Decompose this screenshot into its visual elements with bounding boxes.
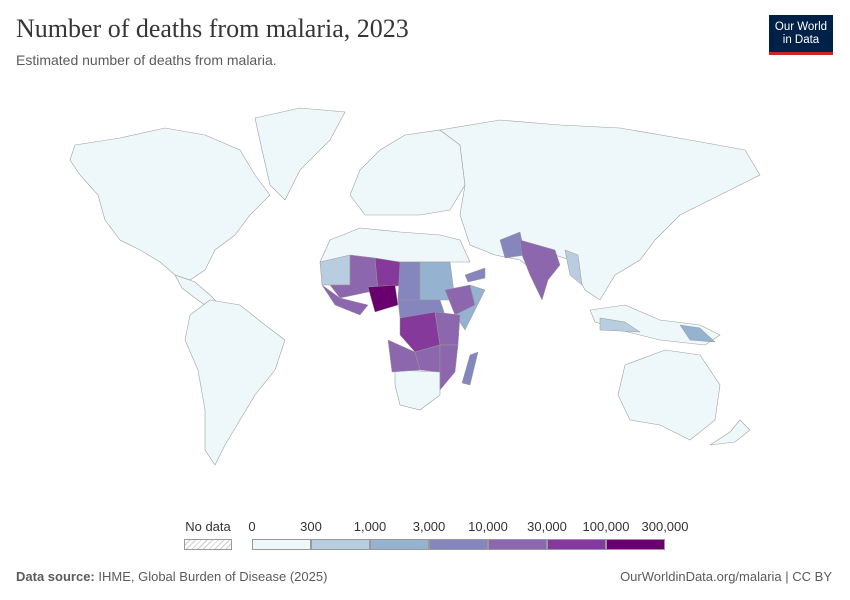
source-url[interactable]: OurWorldinData.org/malaria | CC BY (620, 569, 832, 584)
legend-swatch[interactable] (311, 539, 370, 550)
region-north-america (69, 127, 271, 281)
legend-no-data-swatch (184, 539, 232, 550)
region-west-africa-coast (321, 284, 369, 316)
region-new-zealand (709, 419, 751, 446)
world-map (69, 107, 761, 466)
region-madagascar (461, 351, 479, 386)
region-europe (349, 129, 466, 216)
region-drc (399, 311, 441, 353)
legend-tick-label: 0 (248, 519, 256, 534)
legend-tick-label: 300 (300, 519, 322, 534)
region-niger (374, 257, 403, 291)
legend-tick-label: 100,000 (582, 519, 630, 534)
legend-tick-label: 3,000 (412, 519, 446, 534)
subtitle: Estimated number of deaths from malaria. (16, 52, 277, 68)
legend-swatch[interactable] (606, 539, 665, 550)
source-label: Data source: (16, 569, 95, 584)
owid-logo[interactable]: Our World in Data (769, 15, 833, 55)
data-source: Data source: IHME, Global Burden of Dise… (16, 569, 327, 584)
logo-line1: Our World (774, 20, 828, 33)
region-somalia (454, 284, 486, 331)
region-south-america (184, 299, 286, 466)
legend: No data 0 300 1,000 3,000 10,000 30,000 100,00… (0, 515, 850, 555)
page-title: Number of deaths from malaria, 2023 (16, 14, 409, 43)
region-papua (679, 324, 716, 343)
legend-tick-label: 10,000 (468, 519, 508, 534)
region-australia (617, 349, 721, 441)
region-indonesia (599, 317, 641, 333)
region-greenland (254, 107, 346, 201)
region-mozambique (439, 344, 459, 391)
region-india (519, 239, 561, 301)
region-southern-africa (394, 369, 441, 411)
region-asia (439, 119, 761, 301)
legend-swatch[interactable] (488, 539, 547, 550)
region-myanmar (564, 249, 583, 286)
source-text: IHME, Global Burden of Disease (2025) (98, 569, 328, 584)
legend-swatch[interactable] (547, 539, 606, 550)
legend-swatch[interactable] (370, 539, 429, 550)
legend-no-data-label: No data (185, 519, 231, 534)
region-chad (397, 261, 421, 301)
legend-swatch[interactable] (252, 539, 311, 550)
region-nigeria (367, 284, 399, 313)
legend-swatch[interactable] (429, 539, 488, 550)
logo-line2: in Data (782, 33, 820, 46)
legend-tick-label: 300,000 (641, 519, 689, 534)
region-yemen (464, 267, 486, 283)
legend-tick-label: 1,000 (353, 519, 387, 534)
legend-tick-label: 30,000 (527, 519, 567, 534)
